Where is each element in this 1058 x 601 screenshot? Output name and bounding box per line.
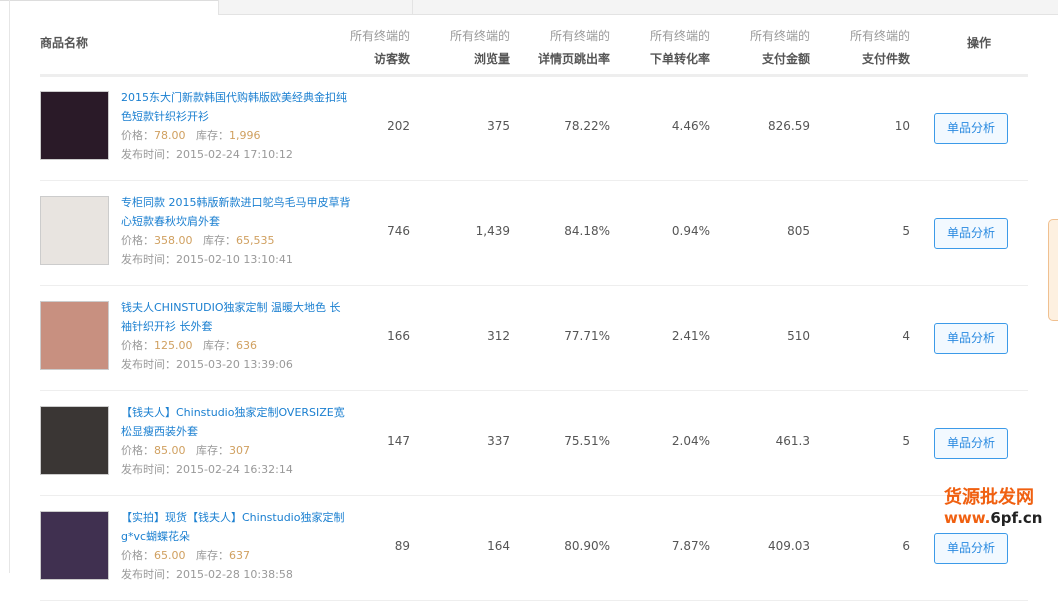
table-row: 【钱夫人】Chinstudio独家定制OVERSIZE宽松显瘦西装外套 价格：8… — [40, 391, 1028, 496]
cell-value: 510 — [787, 329, 810, 343]
cell-value: 5 — [902, 434, 910, 448]
price-stock: 价格：125.00 库存：636 — [121, 339, 257, 352]
product-title-link[interactable]: 专柜同款 2015韩版新款进口鸵鸟毛马甲皮草背心短款春秋坎肩外套 — [121, 196, 351, 228]
table-row: 钱夫人CHINSTUDIO独家定制 温暖大地色 长袖针织开衫 长外套 价格：12… — [40, 286, 1028, 391]
header-prefix: 所有终端的 — [749, 29, 810, 43]
cell-value: 805 — [787, 224, 810, 238]
cell-value: 461.3 — [775, 434, 810, 448]
cell-value: 375 — [487, 119, 510, 133]
cell-value: 7.87% — [671, 539, 710, 553]
publish-time: 发布时间：2015-02-10 13:10:41 — [121, 253, 293, 266]
header-prefix: 所有终端的 — [849, 29, 910, 43]
analyze-button[interactable]: 单品分析 — [934, 218, 1008, 249]
price-stock: 价格：85.00 库存：307 — [121, 444, 250, 457]
cell-value: 75.51% — [564, 434, 610, 448]
analyze-button[interactable]: 单品分析 — [934, 113, 1008, 144]
price-stock: 价格：358.00 库存：65,535 — [121, 234, 275, 247]
header-label: 浏览量 — [473, 52, 510, 66]
product-thumbnail[interactable] — [40, 301, 109, 370]
publish-time: 发布时间：2015-02-24 17:10:12 — [121, 148, 293, 161]
left-border — [9, 0, 10, 573]
publish-time: 发布时间：2015-02-28 10:38:58 — [121, 568, 293, 581]
cell-value: 10 — [894, 119, 910, 133]
cell-value: 1,439 — [475, 224, 510, 238]
header-prefix: 所有终端的 — [649, 29, 710, 43]
cell-value: 202 — [387, 119, 410, 133]
cell-value: 89 — [394, 539, 410, 553]
product-thumbnail[interactable] — [40, 406, 109, 475]
header-label: 下单转化率 — [649, 52, 710, 66]
header-label: 访客数 — [373, 52, 410, 66]
header-label: 支付金额 — [761, 52, 810, 66]
analyze-button[interactable]: 单品分析 — [934, 428, 1008, 459]
cell-value: 2.41% — [671, 329, 710, 343]
header-col[interactable]: 所有终端的下单转化率 — [610, 27, 710, 67]
cell-value: 0.94% — [671, 224, 710, 238]
cell-value: 2.04% — [671, 434, 710, 448]
publish-time: 发布时间：2015-03-20 13:39:06 — [121, 358, 293, 371]
product-title-link[interactable]: 钱夫人CHINSTUDIO独家定制 温暖大地色 长袖针织开衫 长外套 — [121, 301, 341, 333]
product-title-link[interactable]: 2015东大门新款韩国代购韩版欧美经典金扣纯色短款针织衫开衫 — [121, 91, 347, 123]
product-thumbnail[interactable] — [40, 196, 109, 265]
cell-value: 80.90% — [564, 539, 610, 553]
table-row: 2015东大门新款韩国代购韩版欧美经典金扣纯色短款针织衫开衫 价格：78.00 … — [40, 76, 1028, 181]
table-row: 【实拍】现货【钱夫人】Chinstudio独家定制 g*vc蝴蝶花朵 价格：65… — [40, 496, 1028, 601]
cell-value: 5 — [902, 224, 910, 238]
header-label: 详情页跳出率 — [537, 52, 610, 66]
cell-value: 84.18% — [564, 224, 610, 238]
header-prefix: 所有终端的 — [349, 29, 410, 43]
cell-value: 78.22% — [564, 119, 610, 133]
price-stock: 价格：78.00 库存：1,996 — [121, 129, 261, 142]
table-header: 商品名称 所有终端的 访客数 所有终端的 浏览量 所有终端的 详情页跳出率 所有终端的 下单转… — [40, 0, 1028, 77]
header-label: 支付件数 — [861, 52, 910, 66]
tab[interactable] — [412, 0, 1058, 15]
publish-time: 发布时间：2015-02-24 16:32:14 — [121, 463, 293, 476]
product-thumbnail[interactable] — [40, 511, 109, 580]
product-title-link[interactable]: 【实拍】现货【钱夫人】Chinstudio独家定制 g*vc蝴蝶花朵 — [121, 511, 345, 543]
header-col[interactable]: 所有终端的详情页跳出率 — [510, 27, 610, 67]
header-col[interactable]: 所有终端的支付件数 — [810, 27, 910, 67]
watermark-logo: 货源批发网 www.6pf.cn — [944, 487, 1043, 528]
cell-value: 746 — [387, 224, 410, 238]
cell-value: 826.59 — [768, 119, 810, 133]
header-product-name: 商品名称 — [40, 36, 89, 50]
cell-value: 312 — [487, 329, 510, 343]
cell-value: 4 — [902, 329, 910, 343]
analyze-button[interactable]: 单品分析 — [934, 323, 1008, 354]
cell-value: 337 — [487, 434, 510, 448]
header-col[interactable]: 所有终端的访客数 — [310, 27, 410, 67]
cell-value: 6 — [902, 539, 910, 553]
header-action: 操作 — [966, 36, 991, 50]
header-prefix: 所有终端的 — [549, 29, 610, 43]
price-stock: 价格：65.00 库存：637 — [121, 549, 250, 562]
analyze-button[interactable]: 单品分析 — [934, 533, 1008, 564]
cell-value: 164 — [487, 539, 510, 553]
header-col[interactable]: 所有终端的浏览量 — [410, 27, 510, 67]
product-thumbnail[interactable] — [40, 91, 109, 160]
cell-value: 77.71% — [564, 329, 610, 343]
header-col[interactable]: 所有终端的支付金额 — [710, 27, 810, 67]
table-row: 专柜同款 2015韩版新款进口鸵鸟毛马甲皮草背心短款春秋坎肩外套 价格：358.… — [40, 181, 1028, 286]
product-title-link[interactable]: 【钱夫人】Chinstudio独家定制OVERSIZE宽松显瘦西装外套 — [121, 406, 345, 438]
header-prefix: 所有终端的 — [449, 29, 510, 43]
cell-value: 147 — [387, 434, 410, 448]
side-tooltip — [1048, 219, 1058, 321]
cell-value: 166 — [387, 329, 410, 343]
cell-value: 409.03 — [768, 539, 810, 553]
cell-value: 4.46% — [671, 119, 710, 133]
